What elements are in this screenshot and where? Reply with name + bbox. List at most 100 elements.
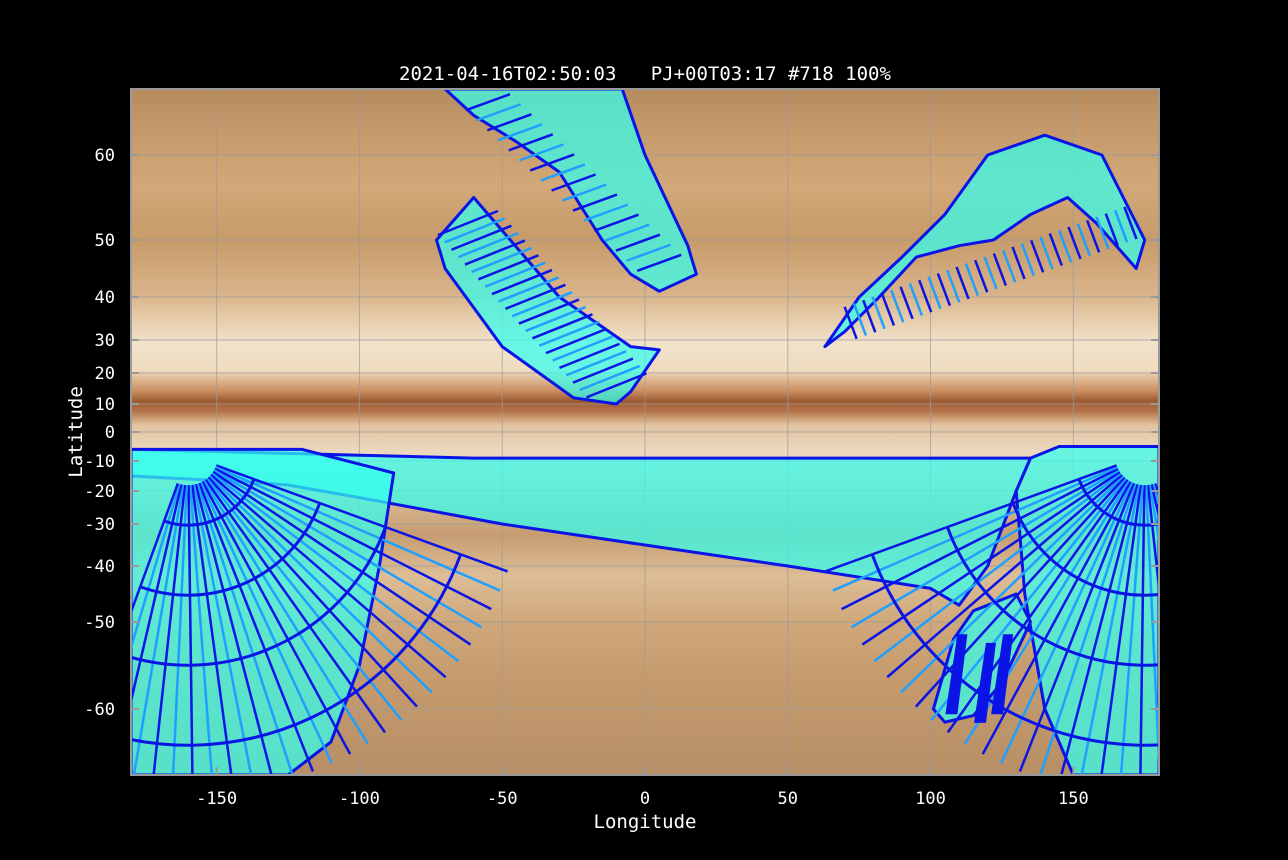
x-axis: -150 -100 -50 0 50 100 150: [196, 767, 1089, 809]
footprint-frame-edge: [930, 477, 1127, 721]
x-tick-label: -150: [196, 789, 237, 809]
footprint-frame-edge: [197, 482, 315, 772]
footprint-frame-edge: [545, 327, 607, 355]
footprint-frame-edge: [1085, 219, 1101, 253]
footprint-frame-edge: [1002, 249, 1017, 283]
footprint-frame-edge: [981, 480, 1132, 755]
footprint-frame-edge: [1067, 226, 1082, 260]
footprint-frame-edge: [1095, 216, 1110, 250]
x-tick-label: 100: [915, 789, 946, 809]
footprint-frame-edge: [152, 484, 187, 775]
footprint-frame-edge: [974, 259, 989, 293]
footprint-frame-edge: [211, 472, 460, 663]
footprint-frame-edge: [841, 467, 1119, 611]
footprint-frame-edge: [132, 484, 185, 775]
footprint-frame-edge: [540, 163, 586, 182]
footprint-frame-edge: [890, 289, 905, 323]
x-axis-title: Longitude: [594, 811, 697, 833]
y-tick-label: -60: [84, 700, 115, 720]
footprint-frame-edge: [572, 193, 618, 212]
footprint-frame-edge: [626, 243, 671, 262]
footprint-frame-edge: [880, 293, 896, 326]
footprint-frame-edge: [215, 464, 509, 573]
footprint-frame-edge: [862, 299, 877, 333]
footprint-frame-edge: [444, 217, 506, 244]
footprint-arc: [163, 478, 256, 527]
footprint-frame-edge: [214, 467, 492, 611]
footprint-frame-edge: [871, 296, 886, 330]
footprint-frame-edge: [963, 480, 1130, 745]
footprint-frame-edge: [131, 483, 181, 652]
footprint-frame-edge: [1139, 485, 1146, 775]
footprint-frame-edge: [437, 209, 499, 237]
footprint-frame-edge: [477, 254, 539, 281]
y-tick-label: -20: [84, 482, 115, 502]
footprint-frame-edge: [964, 263, 980, 296]
footprint-frame-edge: [210, 473, 447, 679]
y-tick-label: 60: [95, 146, 115, 166]
x-tick-label: 50: [778, 789, 798, 809]
footprint-frame-edge: [551, 173, 597, 192]
footprint-frame-edge: [1119, 485, 1144, 775]
y-tick-label: -50: [84, 613, 115, 633]
x-tick-label: 150: [1058, 789, 1089, 809]
y-tick-label: -30: [84, 515, 115, 535]
footprint-frame-edge: [899, 286, 914, 320]
footprint-frame-edge: [900, 475, 1125, 694]
footprint-frame-edge: [955, 266, 970, 300]
footprint-frame-edge: [171, 485, 188, 775]
y-tick-label: 30: [95, 331, 115, 351]
footprint-frame-edge: [558, 342, 620, 370]
y-axis-title: Latitude: [65, 386, 87, 478]
plot-area: [130, 88, 1160, 776]
footprint-frame-edge: [1020, 243, 1036, 277]
footprint-frame-edge: [1060, 483, 1139, 775]
footprint-block: [991, 634, 1014, 715]
footprint-frame-edge: [476, 103, 522, 122]
footprint-frame-edge: [525, 305, 587, 333]
footprint-frame-edge: [1076, 223, 1091, 257]
footprint-block: [945, 634, 968, 715]
footprint-frame-edge: [190, 484, 233, 775]
footprint-frame-edge: [486, 113, 532, 132]
footprint-arc: [945, 526, 1159, 667]
footprint-frame-edge: [604, 223, 650, 242]
footprint-frame-edge: [1048, 233, 1063, 267]
footprint-frame-edge: [491, 268, 553, 296]
footprint-frame-edge: [886, 473, 1123, 679]
footprint-frame-edge: [852, 303, 868, 336]
footprint-frame-edge: [202, 480, 369, 745]
footprint-frame-edge: [946, 478, 1129, 734]
footprint-arc: [870, 553, 1159, 747]
y-axis: 60 50 40 30 20 10 0 -10 -20 -30 -40 -50 -60: [84, 146, 1159, 720]
footprint-frame-edge: [946, 269, 961, 303]
footprint-frame-edge: [529, 153, 575, 172]
footprint-frame-edge: [511, 291, 573, 318]
footprint-frame-edge: [504, 283, 566, 310]
footprint-frame-edge: [508, 133, 554, 152]
footprint-frame-edge: [204, 478, 387, 734]
footprint-arc: [1011, 502, 1159, 597]
footprint-region: [443, 89, 698, 293]
y-tick-label: 20: [95, 364, 115, 384]
footprint-frame-edge: [196, 483, 294, 775]
footprint-block: [973, 642, 996, 723]
footprint-frame-edge: [983, 256, 998, 290]
footprint-frame-edge: [519, 143, 564, 162]
footprint-frame-edge: [861, 470, 1121, 646]
y-tick-label: -10: [84, 452, 115, 472]
footprint-frame-edge: [518, 298, 580, 325]
footprint-frame-edge: [1057, 229, 1073, 263]
footprint-frame-edge: [464, 239, 526, 266]
footprint-frame-edge: [497, 123, 543, 142]
footprint-frame-edge: [192, 484, 253, 775]
footprint-frame-edge: [1018, 482, 1135, 772]
footprint-frame-edge: [927, 276, 942, 310]
footprint-frame-edge: [585, 372, 647, 399]
footprint-frame-edge: [1029, 239, 1045, 273]
footprint-frame-edge: [1123, 206, 1138, 240]
footprint-frame-edge: [636, 253, 682, 272]
footprint-frame-edge: [187, 485, 194, 775]
footprint-frame-edge: [1113, 209, 1129, 243]
footprint-frame-edge: [615, 233, 661, 252]
